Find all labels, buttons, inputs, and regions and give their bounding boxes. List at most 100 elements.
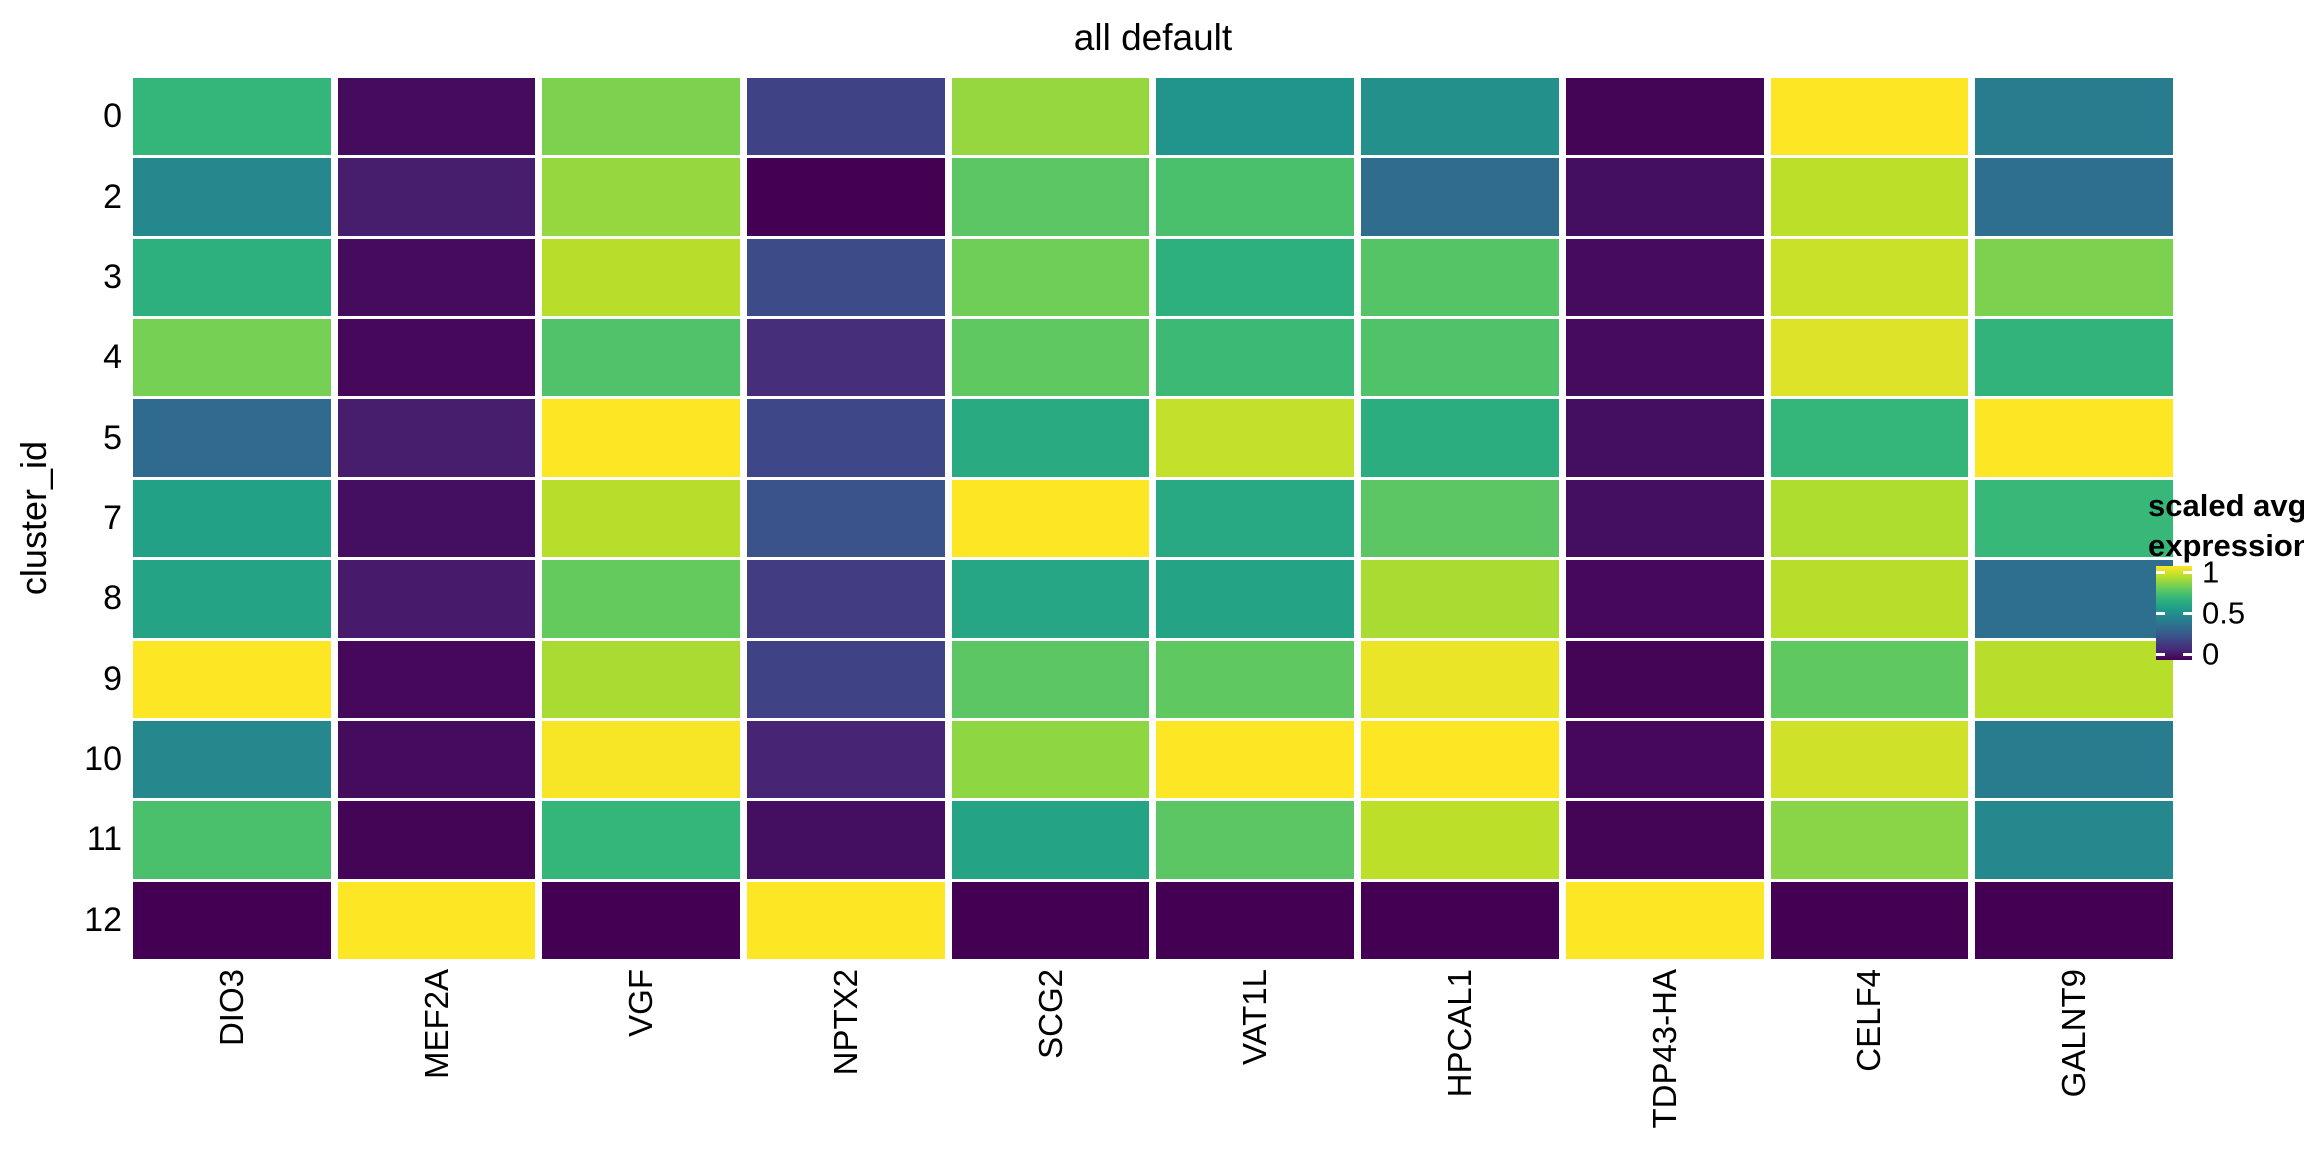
y-axis-tick-labels: 0 2 3 4 5 7 8 9 10 11 12: [60, 78, 126, 959]
y-tick-label: 11: [86, 820, 122, 859]
x-tick-label: HPCAL1: [1441, 969, 1479, 1098]
heatmap-cell: [951, 640, 1150, 718]
legend-title-line1: scaled avg.: [2148, 488, 2304, 523]
heatmap-cell: [951, 720, 1150, 799]
x-tick-label: NPTX2: [826, 969, 864, 1076]
heatmap-cell: [1975, 78, 2173, 156]
x-axis-tick-labels: DIO3 MEF2A VGF NPTX2 SCG2 VAT1L HPCAL1 TDP43-HA…: [133, 969, 2173, 1149]
heatmap-cell: [1770, 560, 1969, 638]
heatmap-cell: [951, 479, 1150, 558]
heatmap-cell: [542, 78, 741, 156]
heatmap-cell: [1975, 640, 2173, 718]
heatmap-cell: [1565, 319, 1764, 397]
heatmap-cell: [133, 238, 331, 317]
legend-colorbar: 1 0.5 0: [2156, 557, 2245, 670]
heatmap-cell: [747, 640, 945, 718]
heatmap-cell: [337, 158, 536, 236]
heatmap-cell: [1975, 560, 2173, 638]
y-axis-title: cluster_id: [13, 441, 54, 596]
heatmap-cell: [1770, 238, 1969, 317]
heatmap-cell: [747, 801, 945, 879]
heatmap-cell: [1565, 158, 1764, 236]
x-tick-label: SCG2: [1031, 969, 1069, 1059]
colorbar-tick: [2156, 611, 2165, 615]
heatmap-cell: [133, 640, 331, 718]
heatmap-cell: [337, 399, 536, 477]
colorbar-tick-label: 0: [2202, 636, 2220, 672]
heatmap-cell: [1156, 720, 1355, 799]
heatmap-cell: [747, 158, 945, 236]
heatmap-cell: [542, 158, 741, 236]
heatmap-cell: [1770, 399, 1969, 477]
heatmap-cell: [1156, 640, 1355, 718]
heatmap-cell: [542, 399, 741, 477]
heatmap-cell: [1361, 479, 1559, 558]
heatmap-cell: [951, 158, 1150, 236]
heatmap-cell: [337, 479, 536, 558]
x-tick-label: TDP43-HA: [1645, 969, 1683, 1129]
heatmap-cell: [951, 319, 1150, 397]
colorbar-tick: [2156, 570, 2165, 574]
heatmap-cell: [951, 399, 1150, 477]
heatmap-cell: [1770, 720, 1969, 799]
heatmap-cell: [747, 238, 945, 317]
heatmap-cell: [747, 720, 945, 799]
heatmap-cell: [1156, 479, 1355, 558]
heatmap-cell: [747, 399, 945, 477]
x-tick-label: CELF4: [1850, 969, 1888, 1072]
heatmap-cell: [1770, 158, 1969, 236]
colorbar-tick: [2183, 611, 2192, 615]
heatmap-cell: [1975, 319, 2173, 397]
heatmap-cell: [1975, 479, 2173, 558]
x-tick-label: MEF2A: [417, 969, 455, 1080]
colorbar-tick: [2183, 570, 2192, 574]
heatmap-cell: [542, 238, 741, 317]
heatmap-cell: [1770, 881, 1969, 959]
y-tick-label: 3: [103, 257, 122, 296]
heatmap-cell: [1565, 560, 1764, 638]
heatmap-cell: [1770, 479, 1969, 558]
heatmap-cell: [337, 720, 536, 799]
heatmap-cell: [1156, 238, 1355, 317]
heatmap-cell: [1156, 881, 1355, 959]
heatmap-cell: [1156, 399, 1355, 477]
colorbar-tick-label: 0.5: [2202, 595, 2246, 631]
y-tick-label: 4: [103, 338, 122, 377]
heatmap-cell: [1156, 801, 1355, 879]
heatmap-cell: [1975, 881, 2173, 959]
heatmap-cell: [542, 640, 741, 718]
heatmap-cell: [747, 479, 945, 558]
heatmap-cell: [542, 801, 741, 879]
heatmap-cell: [1975, 399, 2173, 477]
heatmap-cell: [542, 319, 741, 397]
heatmap-cell: [337, 78, 536, 156]
heatmap-cell: [337, 801, 536, 879]
y-tick-label: 12: [84, 900, 122, 939]
legend: scaled avg. expression 1 0.5 0: [2140, 480, 2304, 740]
heatmap-cell: [951, 238, 1150, 317]
heatmap-cell: [1975, 238, 2173, 317]
heatmap-cell: [1156, 560, 1355, 638]
y-axis-title-wrap: cluster_id: [8, 78, 60, 959]
heatmap-cell: [1361, 238, 1559, 317]
heatmap-cell: [1156, 78, 1355, 156]
heatmap-cell: [1361, 560, 1559, 638]
heatmap-cell: [1565, 881, 1764, 959]
heatmap-cell: [1565, 640, 1764, 718]
heatmap-cell: [1770, 801, 1969, 879]
heatmap-cell: [542, 560, 741, 638]
heatmap-cell: [133, 881, 331, 959]
heatmap-cell: [1975, 801, 2173, 879]
heatmap-cell: [1770, 319, 1969, 397]
y-tick-label: 9: [103, 659, 122, 698]
heatmap-cell: [951, 881, 1150, 959]
heatmap-cell: [951, 801, 1150, 879]
heatmap-cell: [337, 881, 536, 959]
heatmap-cell: [747, 881, 945, 959]
heatmap-cell: [747, 78, 945, 156]
heatmap-cell: [337, 319, 536, 397]
heatmap-cell: [1770, 78, 1969, 156]
heatmap-cell: [1361, 319, 1559, 397]
heatmap-cell: [542, 479, 741, 558]
heatmap-cell: [1975, 720, 2173, 799]
